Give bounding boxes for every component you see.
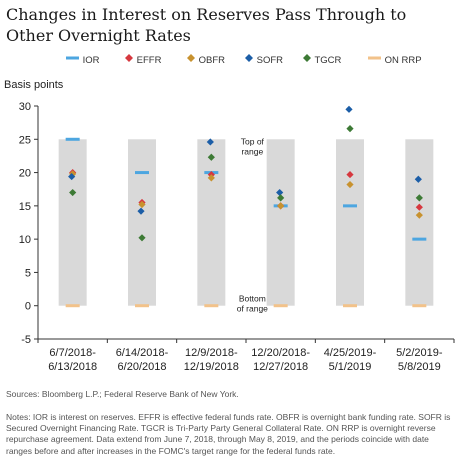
legend-swatch-obfr: [187, 54, 195, 62]
sofr-marker: [414, 175, 422, 183]
legend-item-ior: IOR: [66, 53, 100, 66]
sofr-marker: [345, 105, 353, 113]
ior-marker: [65, 137, 80, 141]
obfr-marker: [277, 202, 285, 210]
range-band: [128, 139, 156, 306]
obfr-marker: [346, 180, 354, 189]
annotation-top-of-range: range: [241, 146, 263, 156]
x-tick-label: 4/25/2019-: [324, 347, 377, 359]
on-rrp-marker: [135, 304, 149, 308]
source-note: Sources: Bloomberg L.P.; Federal Reserve…: [6, 389, 239, 399]
legend-swatch-tgcr: [303, 54, 311, 62]
y-tick-label: 10: [19, 234, 31, 246]
y-tick-label: 20: [19, 168, 31, 180]
y-tick-label: 30: [19, 101, 31, 113]
legend-label-ior: IOR: [82, 55, 100, 66]
tgcr-marker: [138, 234, 146, 242]
legend-item-onrrp: ON RRP: [368, 53, 422, 66]
legend-item-tgcr: TGCR: [302, 53, 341, 66]
tgcr-marker: [415, 194, 423, 202]
x-tick-label: 12/19/2018: [184, 361, 239, 373]
y-tick-label: 15: [19, 201, 31, 213]
range-band: [58, 139, 87, 306]
x-tick-label: 12/9/2018-: [185, 347, 238, 359]
range-band: [336, 139, 364, 306]
x-tick-label: 12/20/2018-: [251, 347, 310, 359]
effr-marker: [346, 170, 354, 179]
chart-plot: -5 0 5 10 15 20 25 30 6/7/2018- 6/13/2018 6/14/201…: [19, 101, 455, 373]
obfr-marker: [138, 200, 146, 209]
x-tick-label: 6/20/2018: [118, 361, 167, 373]
range-band: [197, 139, 226, 306]
legend-label-effr: EFFR: [136, 55, 162, 66]
x-tick-label: 5/2/2019-: [396, 347, 443, 359]
sofr-marker: [68, 172, 76, 181]
legend-swatch-sofr: [245, 54, 253, 62]
ior-marker: [343, 204, 357, 208]
legend-item-effr: EFFR: [124, 53, 161, 66]
legend-swatch-onrrp: [368, 56, 381, 60]
legend-label-obfr: OBFR: [198, 55, 226, 66]
annotation-bottom-of-range: of range: [237, 304, 268, 314]
legend: IOR EFFR OBFR SOFR TGCR ON RRP: [6, 53, 456, 67]
x-tick-label: 5/1/2019: [329, 361, 372, 373]
tgcr-marker: [277, 194, 285, 202]
effr-marker: [415, 203, 423, 211]
legend-label-tgcr: TGCR: [314, 55, 342, 66]
sofr-marker: [137, 207, 145, 215]
on-rrp-marker: [204, 304, 219, 308]
legend-swatch-effr: [125, 54, 133, 62]
y-tick-label: 5: [25, 267, 31, 279]
chart-title: Changes in Interest on Reserves Pass Thr…: [6, 5, 407, 45]
ior-marker: [412, 237, 427, 241]
legend-item-sofr: SOFR: [244, 53, 283, 66]
x-tick-label: 6/14/2018-: [116, 347, 169, 359]
tgcr-marker: [346, 125, 354, 133]
on-rrp-marker: [65, 304, 80, 308]
sofr-marker: [276, 188, 284, 197]
y-tick-label: 0: [25, 301, 31, 313]
x-tick-label: 6/13/2018: [48, 361, 97, 373]
on-rrp-marker: [412, 304, 427, 308]
tgcr-marker: [69, 188, 77, 197]
on-rrp-marker: [273, 304, 288, 308]
ior-marker: [135, 171, 149, 175]
on-rrp-marker: [343, 304, 357, 308]
tgcr-marker: [207, 153, 215, 161]
notes: Notes: IOR is interest on reserves. EFFR…: [6, 412, 451, 456]
legend-swatch-ior: [66, 56, 79, 60]
x-tick-label: 12/27/2018: [253, 361, 308, 373]
annotation-bottom-of-range: Bottom: [239, 294, 266, 304]
legend-label-onrrp: ON RRP: [384, 55, 422, 66]
sofr-marker: [206, 138, 214, 146]
x-tick-label: 5/8/2019: [398, 361, 441, 373]
legend-item-obfr: OBFR: [186, 53, 225, 66]
range-band: [266, 139, 295, 306]
y-axis-label: Basis points: [4, 79, 64, 91]
y-tick-label: -5: [21, 334, 31, 346]
annotation-top-of-range: Top of: [241, 136, 265, 146]
obfr-marker: [415, 211, 423, 219]
obfr-marker: [207, 174, 215, 182]
y-tick-label: 25: [19, 134, 31, 146]
legend-label-sofr: SOFR: [256, 55, 284, 66]
x-tick-label: 6/7/2018-: [49, 347, 96, 359]
range-band: [405, 139, 434, 306]
